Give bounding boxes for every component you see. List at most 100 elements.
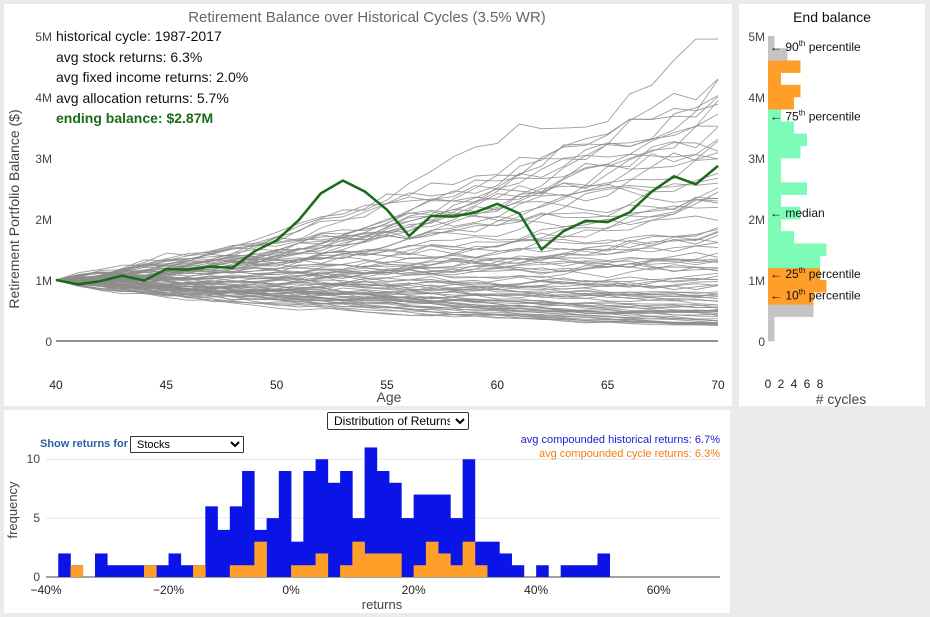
cycle-line	[55, 260, 719, 282]
x-tick-label: 60	[491, 378, 505, 392]
historical-return-bar	[560, 565, 574, 577]
x-tick-label: 40	[49, 378, 63, 392]
y-tick-label: 3M	[35, 152, 52, 166]
y-tick-label: 0	[758, 335, 765, 349]
cycle-line	[55, 271, 719, 290]
historical-return-bar	[413, 494, 427, 577]
x-tick-label: 6	[804, 377, 811, 391]
end-balance-bar	[768, 182, 807, 195]
chart-title: Retirement Balance over Historical Cycle…	[188, 9, 546, 26]
y-tick-label: 5M	[35, 30, 52, 44]
end-balance-bar	[768, 145, 801, 159]
y-axis-ticks: 0 1M 2M 3M 4M 5M	[35, 30, 52, 349]
y-tick-label: 0	[45, 335, 52, 349]
asset-class-dropdown[interactable]: Stocks	[130, 436, 244, 453]
highlighted-cycle-line[interactable]	[55, 164, 719, 286]
cycle-return-bar	[425, 541, 439, 577]
cycle-return-bar	[144, 565, 157, 577]
x-axis-ticks: 40 45 50 55 60 65 70	[49, 378, 725, 392]
cycle-return-bar	[193, 565, 206, 577]
end-balance-bar	[768, 133, 807, 147]
end-balance-bar	[768, 121, 794, 134]
percentile-labels: ← 90th percentile ← 75th percentile ← medi…	[770, 39, 861, 302]
info-cycle: historical cycle: 1987-2017	[56, 28, 222, 44]
historical-return-bar	[107, 565, 120, 577]
cycle-line	[55, 279, 719, 297]
x-axis-label: Age	[377, 389, 402, 405]
legend-cycle-returns: avg compounded cycle returns: 6.3%	[539, 448, 720, 460]
histogram-x-ticks: −40% −20% 0% 20% 40% 60%	[30, 583, 671, 597]
historical-return-bar	[572, 565, 586, 577]
historical-return-bar	[499, 553, 512, 577]
cycle-line	[55, 277, 719, 294]
chart-type-dropdown[interactable]: Distribution of Returns	[327, 412, 469, 430]
historical-return-bar	[119, 565, 133, 577]
histogram-y-ticks: 0 5 10	[27, 452, 41, 584]
y-tick-label: 3M	[748, 152, 765, 166]
cycle-return-bar	[462, 541, 476, 577]
cycle-return-bar	[70, 565, 84, 577]
end-balance-x-label: # cycles	[816, 391, 867, 407]
cycle-return-bar	[315, 553, 329, 577]
x-tick-label: −40%	[30, 583, 61, 597]
cycle-return-bar	[352, 541, 365, 577]
end-balance-bar	[768, 194, 781, 208]
historical-return-bar	[242, 471, 255, 577]
cycle-line	[55, 191, 719, 282]
percentile-label-p90: ← 90th percentile	[770, 39, 861, 54]
end-balance-bar	[768, 72, 781, 86]
historical-return-bar	[229, 506, 243, 577]
cycle-return-bar	[340, 565, 353, 577]
historical-return-bar	[217, 529, 231, 577]
y-tick-label: 1M	[748, 274, 765, 288]
cycle-return-bar	[474, 565, 488, 577]
historical-returns-bars	[58, 447, 611, 577]
end-balance-title: End balance	[793, 9, 871, 25]
historical-return-bar	[585, 565, 598, 577]
cycle-line	[55, 113, 719, 282]
historical-return-bar	[278, 471, 292, 577]
cycle-return-bar	[229, 565, 243, 577]
end-balance-bar	[768, 97, 794, 110]
y-axis-label: Retirement Portfolio Balance ($)	[6, 109, 22, 308]
x-tick-label: 8	[817, 377, 824, 391]
x-tick-label: 0%	[282, 583, 300, 597]
returns-histogram[interactable]: 0 5 10 −40% −20% 0% 20% 40% 60% avg compounded …	[4, 410, 730, 613]
historical-return-bar	[364, 447, 378, 577]
cycle-return-bar	[291, 565, 304, 577]
end-balance-bar	[768, 206, 801, 220]
historical-return-bar	[340, 471, 353, 577]
cycle-line	[55, 273, 719, 289]
cycle-line	[55, 279, 719, 302]
cycle-line	[55, 272, 719, 292]
x-tick-label: 65	[601, 378, 615, 392]
info-fixed-income-returns: avg fixed income returns: 2.0%	[56, 69, 248, 85]
show-returns-label: Show returns for	[40, 438, 129, 450]
y-tick-label: 1M	[35, 274, 52, 288]
end-balance-bar	[768, 48, 788, 61]
cycle-line	[55, 177, 719, 281]
info-allocation-returns: avg allocation returns: 5.7%	[56, 90, 229, 106]
historical-cycle-lines	[55, 38, 719, 326]
cycle-line	[55, 279, 719, 320]
cycle-line	[55, 279, 719, 324]
end-balance-bar	[768, 219, 781, 232]
historical-return-bar	[131, 565, 145, 577]
balance-chart[interactable]: Retirement Balance over Historical Cycle…	[4, 4, 732, 406]
x-tick-label: 70	[711, 378, 725, 392]
cycle-return-bar	[389, 553, 402, 577]
historical-return-bar	[597, 553, 611, 577]
end-balance-bar	[768, 158, 781, 171]
info-ending-balance: ending balance: $2.87M	[56, 110, 213, 126]
cycle-return-bar	[303, 565, 316, 577]
percentile-label-p75: ← 75th percentile	[770, 109, 861, 124]
y-tick-label: 0	[33, 570, 40, 584]
cycle-line	[55, 38, 718, 281]
end-balance-y-ticks: 0 1M 2M 3M 4M 5M	[748, 30, 765, 349]
cycle-line	[55, 95, 719, 281]
historical-return-bar	[315, 459, 329, 577]
returns-distribution-panel: Distribution of Returns Show returns for…	[4, 410, 730, 613]
histogram-y-label: frequency	[5, 481, 20, 539]
